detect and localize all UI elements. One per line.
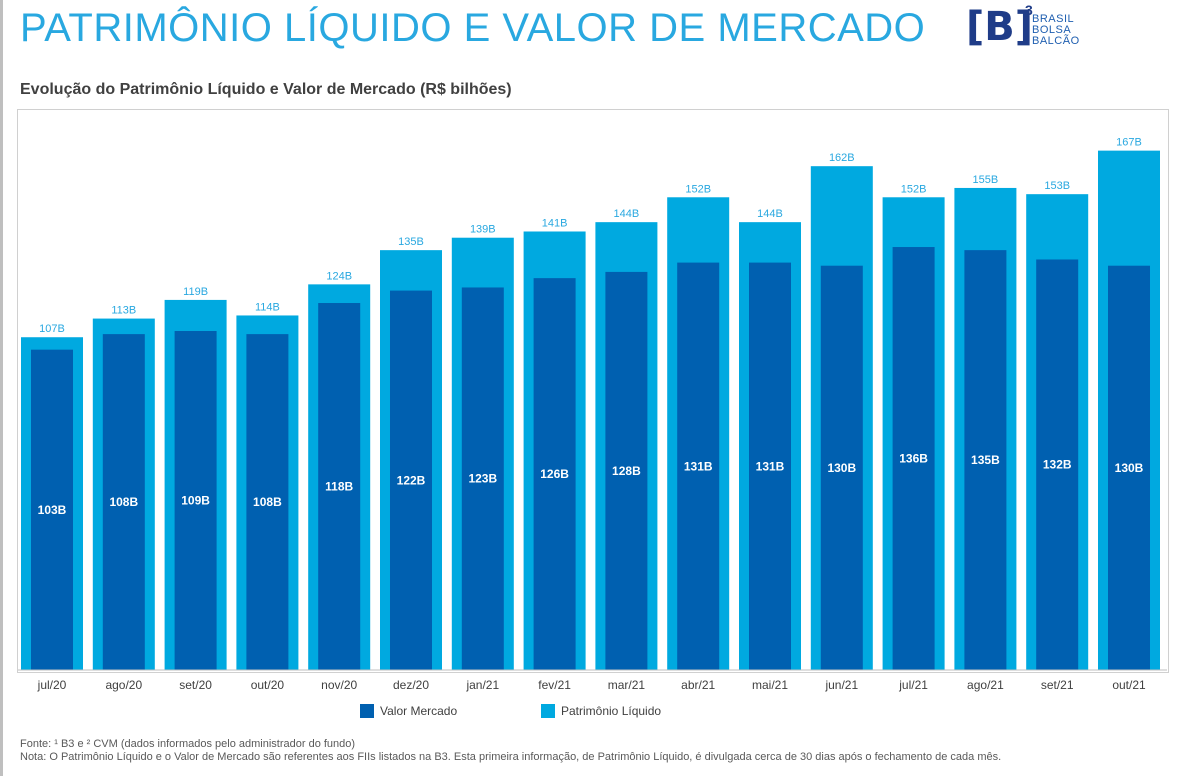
x-tick-label: ago/21 bbox=[967, 678, 1004, 692]
data-label-patrimonio-liquido: 141B bbox=[542, 217, 568, 229]
data-label-patrimonio-liquido: 152B bbox=[685, 183, 711, 195]
data-label-valor-mercado: 131B bbox=[684, 459, 713, 473]
data-label-valor-mercado: 108B bbox=[109, 495, 138, 509]
data-label-patrimonio-liquido: 135B bbox=[398, 236, 424, 248]
data-label-valor-mercado: 118B bbox=[325, 480, 353, 494]
x-tick-label: nov/20 bbox=[321, 678, 357, 692]
left-border bbox=[0, 0, 3, 776]
bar-valor-mercado bbox=[31, 349, 73, 670]
data-label-valor-mercado: 130B bbox=[1115, 461, 1144, 475]
x-tick-label: mar/21 bbox=[608, 678, 646, 692]
b3-logo: [B] 3 BRASIL BOLSA BALCÃO bbox=[962, 2, 1092, 56]
legend-swatch-patrimonio-liquido bbox=[541, 704, 555, 718]
x-tick-label: out/21 bbox=[1112, 678, 1146, 692]
x-tick-label: ago/20 bbox=[105, 678, 142, 692]
data-label-valor-mercado: 108B bbox=[253, 495, 282, 509]
legend-swatch-valor-mercado bbox=[360, 704, 374, 718]
bar-valor-mercado bbox=[1036, 259, 1079, 670]
bar-valor-mercado bbox=[892, 247, 935, 671]
legend-label-valor-mercado: Valor Mercado bbox=[380, 704, 458, 718]
bar-valor-mercado bbox=[461, 287, 504, 670]
footnote-source: Fonte: ¹ B3 e ² CVM (dados informados pe… bbox=[20, 738, 356, 750]
x-tick-label: jun/21 bbox=[824, 678, 858, 692]
x-tick-label: jul/21 bbox=[898, 678, 928, 692]
bar-valor-mercado bbox=[174, 331, 217, 670]
data-label-patrimonio-liquido: 107B bbox=[39, 323, 65, 335]
page-title: PATRIMÔNIO LÍQUIDO E VALOR DE MERCADO bbox=[20, 6, 926, 50]
bar-valor-mercado bbox=[390, 290, 432, 670]
x-tick-label: set/20 bbox=[179, 678, 212, 692]
bar-valor-mercado bbox=[749, 262, 791, 670]
legend-item-valor-mercado: Valor Mercado bbox=[360, 704, 457, 718]
data-label-patrimonio-liquido: 167B bbox=[1116, 137, 1142, 149]
bar-valor-mercado bbox=[605, 271, 648, 670]
legend-label-patrimonio-liquido: Patrimônio Líquido bbox=[561, 704, 662, 718]
logo-superscript: 3 bbox=[1025, 2, 1033, 18]
legend-item-patrimonio-liquido: Patrimônio Líquido bbox=[541, 704, 661, 718]
data-label-patrimonio-liquido: 119B bbox=[183, 286, 208, 298]
bar-valor-mercado bbox=[820, 265, 863, 670]
bar-valor-mercado bbox=[246, 334, 289, 670]
x-tick-label: jan/21 bbox=[465, 678, 499, 692]
data-label-patrimonio-liquido: 124B bbox=[326, 270, 352, 282]
data-label-valor-mercado: 131B bbox=[756, 459, 785, 473]
bar-valor-mercado bbox=[533, 278, 576, 670]
data-label-valor-mercado: 132B bbox=[1043, 458, 1072, 472]
bar-valor-mercado bbox=[677, 262, 720, 670]
data-label-valor-mercado: 130B bbox=[827, 461, 856, 475]
data-label-patrimonio-liquido: 113B bbox=[111, 305, 136, 317]
data-label-patrimonio-liquido: 139B bbox=[470, 224, 496, 236]
bar-valor-mercado bbox=[1108, 265, 1150, 670]
bar-valor-mercado bbox=[964, 250, 1007, 670]
x-tick-label: jul/20 bbox=[37, 678, 67, 692]
data-label-valor-mercado: 103B bbox=[38, 503, 67, 517]
data-label-valor-mercado: 128B bbox=[612, 464, 641, 478]
data-label-patrimonio-liquido: 153B bbox=[1044, 180, 1070, 192]
data-label-valor-mercado: 135B bbox=[971, 453, 1000, 467]
x-tick-label: set/21 bbox=[1041, 678, 1074, 692]
data-label-patrimonio-liquido: 162B bbox=[829, 152, 855, 164]
x-tick-label: out/20 bbox=[251, 678, 285, 692]
footnote-note: Nota: O Patrimônio Líquido e o Valor de … bbox=[20, 751, 1002, 763]
logo-line-brasil: BRASIL bbox=[1032, 13, 1075, 25]
data-label-patrimonio-liquido: 144B bbox=[757, 208, 783, 220]
bar-valor-mercado bbox=[318, 303, 361, 670]
chart-legend: Valor Mercado Patrimônio Líquido bbox=[0, 704, 1182, 720]
x-tick-label: abr/21 bbox=[681, 678, 715, 692]
data-label-patrimonio-liquido: 144B bbox=[614, 208, 640, 220]
bar-valor-mercado bbox=[102, 334, 145, 670]
logo-line-bolsa: BOLSA bbox=[1032, 24, 1072, 36]
data-label-valor-mercado: 122B bbox=[397, 473, 426, 487]
bar-chart: 107B 103B jul/20 113B 108B ago/20 119B 109B set/… bbox=[18, 137, 1167, 692]
data-label-patrimonio-liquido: 114B bbox=[255, 301, 280, 313]
data-label-valor-mercado: 136B bbox=[899, 452, 928, 466]
x-tick-label: fev/21 bbox=[538, 678, 571, 692]
chart-title: Evolução do Patrimônio Líquido e Valor d… bbox=[20, 81, 512, 98]
data-label-valor-mercado: 123B bbox=[468, 472, 497, 486]
logo-mark: [B] bbox=[966, 4, 1034, 50]
data-label-valor-mercado: 109B bbox=[181, 494, 210, 508]
x-tick-label: mai/21 bbox=[752, 678, 788, 692]
data-label-patrimonio-liquido: 152B bbox=[901, 183, 927, 195]
data-label-valor-mercado: 126B bbox=[540, 467, 569, 481]
data-label-patrimonio-liquido: 155B bbox=[973, 174, 999, 186]
x-tick-label: dez/20 bbox=[393, 678, 429, 692]
logo-line-balcao: BALCÃO bbox=[1032, 35, 1080, 47]
